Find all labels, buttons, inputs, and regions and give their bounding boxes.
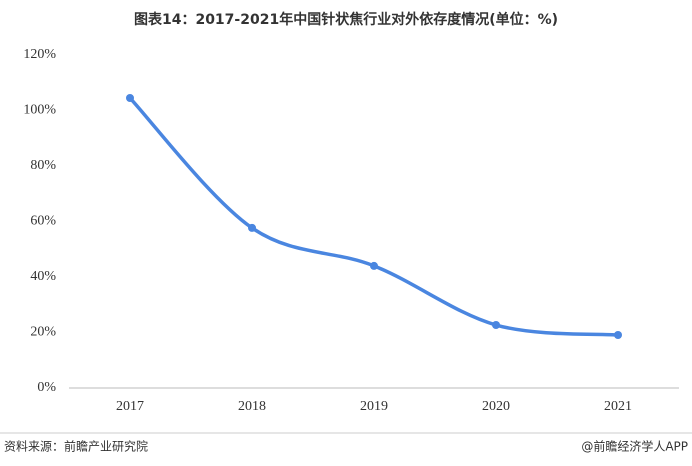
- point: [126, 94, 134, 103]
- y-tick-label: 0%: [37, 380, 56, 395]
- x-tick-label: 2021: [604, 399, 632, 414]
- y-tick-label: 120%: [23, 47, 56, 62]
- point: [614, 330, 622, 339]
- y-tick-label: 40%: [30, 269, 56, 284]
- point: [370, 261, 378, 270]
- y-tick-label: 100%: [23, 103, 56, 118]
- chart-title: 图表14：2017-2021年中国针状焦行业对外依存度情况(单位：%): [134, 11, 558, 28]
- point: [248, 223, 256, 232]
- x-tick-label: 2019: [360, 399, 388, 414]
- y-tick-label: 20%: [30, 325, 56, 340]
- x-tick-label: 2020: [482, 399, 510, 414]
- credit: @前瞻经济学人APP: [581, 439, 688, 454]
- x-tick-label: 2018: [238, 399, 266, 414]
- y-tick-label: 60%: [30, 214, 56, 229]
- y-tick-label: 80%: [30, 158, 56, 173]
- line: [128, 96, 620, 337]
- x-tick-label: 2017: [116, 399, 144, 414]
- source: 资料来源：前瞻产业研究院: [4, 439, 148, 454]
- point: [492, 321, 500, 330]
